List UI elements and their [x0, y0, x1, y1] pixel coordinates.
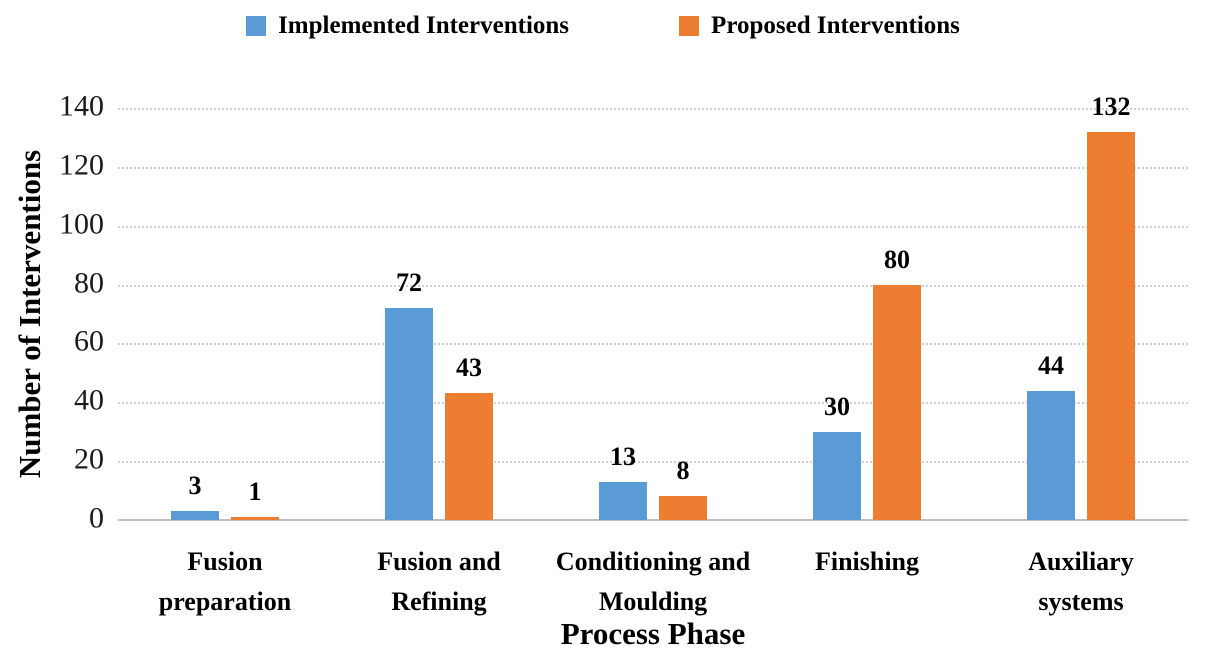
gridline-100: [118, 225, 1188, 228]
bar-value-label-implemented-conditioning-and-moulding: 13: [610, 441, 636, 471]
proposed-series-swatch-icon: [679, 16, 700, 36]
category-label-line: Refining: [391, 587, 487, 616]
category-label-line: systems: [1038, 587, 1124, 616]
category-label-finishing: Finishing: [750, 542, 984, 582]
y-tick-label-20: 20: [74, 442, 104, 476]
gridline-60: [118, 343, 1188, 346]
y-tick-label-0: 0: [89, 501, 104, 535]
bar-proposed-fusion-preparation: [231, 517, 279, 520]
bar-implemented-auxiliary-systems: [1027, 390, 1075, 520]
legend-label-implemented: Implemented Interventions: [278, 12, 570, 39]
bar-value-label-implemented-fusion-preparation: 3: [188, 471, 202, 501]
y-tick-label-140: 140: [59, 89, 104, 123]
gridline-80: [118, 284, 1188, 287]
category-label-line: Moulding: [598, 587, 708, 616]
bar-implemented-finishing: [813, 431, 861, 520]
bar-value-label-implemented-auxiliary-systems: 44: [1038, 350, 1064, 380]
bar-value-label-implemented-fusion-and-refining: 72: [396, 268, 422, 298]
bar-implemented-conditioning-and-moulding: [599, 481, 647, 520]
x-axis-title: Process Phase: [560, 616, 746, 651]
bar-implemented-fusion-and-refining: [385, 308, 433, 520]
bar-proposed-conditioning-and-moulding: [659, 496, 707, 520]
category-label-conditioning-and-moulding: Conditioning and Moulding: [536, 542, 770, 622]
chart-legend: Implemented Interventions Proposed Inter…: [0, 12, 1206, 40]
y-tick-label-60: 60: [74, 325, 104, 359]
bar-value-label-proposed-conditioning-and-moulding: 8: [676, 456, 690, 486]
gridline-120: [118, 166, 1188, 169]
y-tick-label-120: 120: [59, 148, 104, 182]
bar-proposed-finishing: [873, 284, 921, 520]
bar-proposed-auxiliary-systems: [1087, 131, 1135, 520]
bar-implemented-fusion-preparation: [171, 511, 219, 520]
gridline-140: [118, 108, 1188, 110]
bar-value-label-proposed-fusion-preparation: 1: [248, 477, 262, 507]
category-label-line: Conditioning and: [555, 547, 751, 576]
legend-item-proposed: Proposed Interventions: [679, 12, 960, 40]
category-label-line: Fusion: [187, 547, 263, 576]
category-label-line: Finishing: [814, 547, 920, 576]
y-tick-label-100: 100: [59, 207, 104, 241]
bar-proposed-fusion-and-refining: [445, 393, 493, 520]
bar-value-label-proposed-finishing: 80: [884, 244, 910, 274]
category-label-line: preparation: [158, 587, 292, 616]
category-label-line: Fusion and: [377, 547, 501, 576]
y-axis-title: Number of Interventions: [12, 149, 47, 479]
legend-label-proposed: Proposed Interventions: [711, 12, 960, 39]
legend-item-implemented: Implemented Interventions: [246, 12, 569, 40]
category-label-auxiliary-systems: Auxiliary systems: [964, 542, 1198, 622]
gridline-40: [118, 402, 1188, 405]
category-label-line: Auxiliary: [1028, 547, 1134, 576]
y-tick-label-80: 80: [74, 266, 104, 300]
bar-value-label-proposed-fusion-and-refining: 43: [456, 353, 482, 383]
gridline-20: [118, 461, 1188, 464]
bar-value-label-implemented-finishing: 30: [824, 391, 850, 421]
x-axis-line: [118, 519, 1188, 521]
implemented-series-swatch-icon: [246, 16, 267, 36]
category-label-fusion-preparation: Fusion preparation: [108, 542, 342, 622]
category-label-fusion-and-refining: Fusion and Refining: [322, 542, 556, 622]
y-tick-label-40: 40: [74, 383, 104, 417]
bar-value-label-proposed-auxiliary-systems: 132: [1091, 91, 1131, 121]
